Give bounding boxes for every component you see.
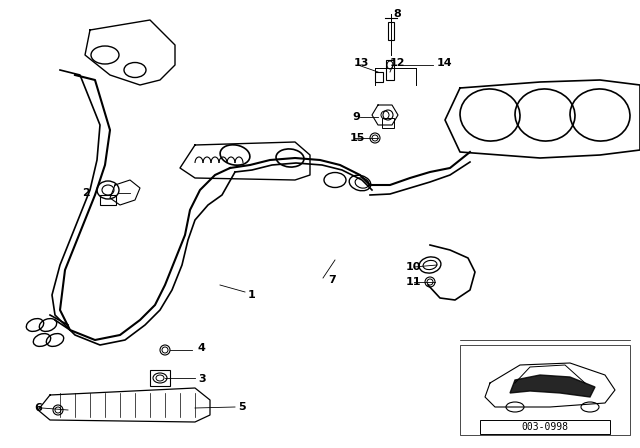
Bar	[382, 118, 394, 128]
Bar	[386, 60, 394, 80]
Text: 13: 13	[354, 58, 369, 68]
Bar	[100, 195, 116, 205]
Bar	[480, 420, 610, 434]
Polygon shape	[510, 375, 595, 397]
Text: 3: 3	[198, 374, 205, 384]
Text: 10: 10	[406, 262, 421, 272]
Text: 6: 6	[34, 403, 42, 413]
Bar	[150, 370, 170, 386]
Text: 4: 4	[198, 343, 206, 353]
Text: 15: 15	[350, 133, 365, 143]
Text: 5: 5	[238, 402, 246, 412]
Text: 9: 9	[352, 112, 360, 122]
Text: 14: 14	[437, 58, 452, 68]
Text: 12: 12	[390, 58, 406, 68]
Text: 2: 2	[82, 188, 90, 198]
Text: 003-0998: 003-0998	[522, 422, 568, 432]
Text: 8: 8	[393, 9, 401, 19]
Text: 7: 7	[328, 275, 336, 285]
Text: 11: 11	[406, 277, 422, 287]
Bar	[460, 345, 630, 435]
Bar	[375, 72, 383, 82]
Bar	[388, 22, 394, 40]
Text: 1: 1	[248, 290, 256, 300]
